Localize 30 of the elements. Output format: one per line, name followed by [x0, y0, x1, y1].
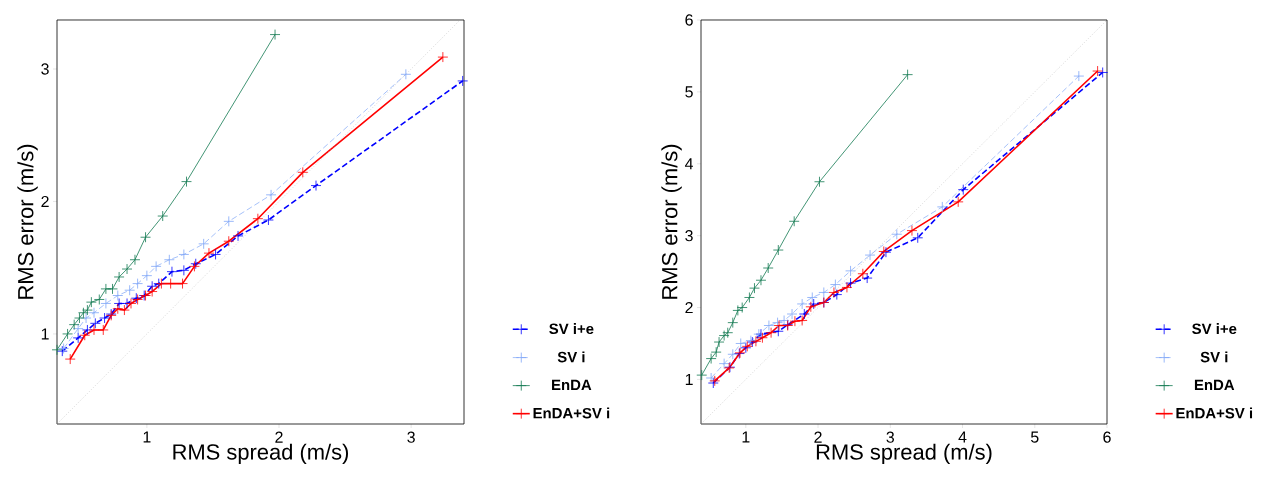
- legend-label: EnDA+SV i: [1176, 407, 1253, 419]
- y-tick-label: 1: [41, 328, 49, 340]
- y-tick-label: 6: [685, 14, 693, 26]
- legend-label: EnDA: [552, 379, 592, 391]
- y-tick-label: 2: [685, 301, 693, 314]
- y-axis-title: RMS error (m/s): [661, 144, 682, 299]
- x-tick-label: 2: [814, 431, 822, 443]
- y-tick-label: 3: [41, 63, 49, 75]
- legend-label: SV i+e: [549, 323, 594, 335]
- x-axis-title: RMS spread (m/s): [816, 443, 992, 465]
- legend-label: SV i+e: [1192, 323, 1237, 335]
- legend-label: EnDA+SV i: [533, 407, 610, 419]
- x-axis-title: RMS spread (m/s): [173, 443, 349, 465]
- y-tick-label: 2: [41, 195, 49, 208]
- x-tick-label: 6: [1103, 431, 1111, 443]
- legend-label: SV i: [1200, 351, 1228, 363]
- x-tick-label: 1: [143, 431, 151, 443]
- x-tick-label: 2: [275, 431, 283, 443]
- y-axis-title: RMS error (m/s): [17, 144, 38, 299]
- legend-label: EnDA: [1194, 379, 1235, 391]
- legend-label: SV i: [557, 351, 585, 363]
- y-tick-label: 4: [684, 158, 694, 170]
- x-tick-label: 4: [958, 431, 967, 443]
- x-tick-label: 1: [742, 431, 750, 443]
- y-tick-label: 3: [685, 230, 693, 242]
- x-tick-label: 3: [886, 431, 895, 443]
- y-tick-label: 5: [685, 86, 693, 98]
- y-tick-label: 1: [685, 373, 693, 385]
- x-tick-label: 5: [1030, 431, 1039, 443]
- x-tick-label: 3: [407, 431, 415, 443]
